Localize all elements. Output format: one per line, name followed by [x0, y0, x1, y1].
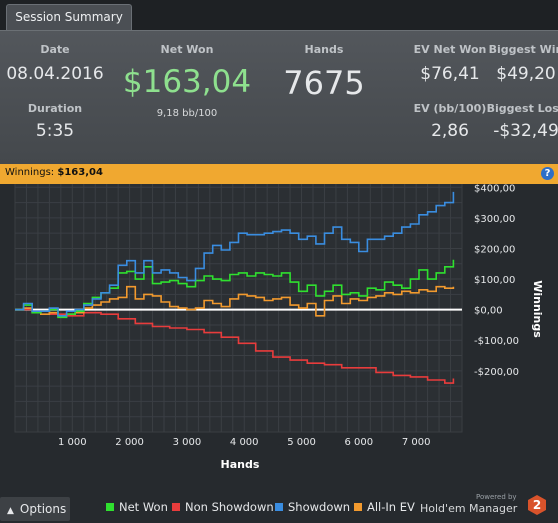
net-won-label: Net Won — [160, 43, 214, 56]
y-tick-label: $300,00 — [474, 214, 515, 225]
net-won-value: $163,04 — [122, 64, 252, 100]
series-line-all-in-ev — [15, 285, 455, 317]
legend-showdown[interactable]: Showdown — [275, 500, 350, 514]
y-tick-label: -$100,00 — [474, 336, 519, 347]
ev-bb-label: EV (bb/100) — [413, 102, 487, 115]
x-tick-label: 1 000 — [58, 437, 87, 448]
legend-non-showdown[interactable]: Non Showdown — [172, 500, 274, 514]
ev-bb-value: 2,86 — [431, 121, 469, 141]
duration-value: 5:35 — [35, 121, 75, 141]
x-tick-label: 3 000 — [173, 437, 202, 448]
winnings-chart: $400,00 $300,00 $200,00 $100,00 $0,00 -$100,0… — [0, 171, 558, 494]
legend-net-won[interactable]: Net Won — [106, 500, 168, 514]
biggest-win-label: Biggest Win — [488, 43, 558, 56]
biggest-loss-label: Biggest Loss — [486, 102, 558, 115]
y-tick-label: -$200,00 — [474, 367, 519, 378]
biggest-loss-value: -$32,49 — [493, 121, 558, 141]
tab-session-summary[interactable]: Session Summary — [6, 4, 132, 31]
x-tick-label: 5 000 — [287, 437, 316, 448]
hands-label: Hands — [304, 43, 344, 56]
ev-net-won-label: EV Net Won — [413, 43, 487, 56]
y-tick-labels: $400,00 $300,00 $200,00 $100,00 $0,00 -$100,0… — [474, 183, 519, 378]
bottom-bar: ▲ Options Net Won Non Showdown Showdown A… — [0, 493, 558, 522]
session-summary-panel: Date 08.04.2016 Duration 5:35 Net Won $1… — [0, 30, 558, 165]
winnings-bar: Winnings: $163,04 ? — [0, 164, 558, 184]
chart-lines — [15, 191, 455, 384]
series-line-showdown — [15, 191, 455, 317]
y-axis-label: Winnings — [531, 280, 544, 338]
chevron-up-icon: ▲ — [7, 506, 14, 516]
legend-all-in-ev[interactable]: All-In EV — [354, 500, 415, 514]
showdown-swatch — [275, 503, 283, 511]
x-tick-label: 4 000 — [230, 437, 259, 448]
brand-number: 2 — [532, 498, 542, 512]
y-tick-label: $400,00 — [474, 184, 515, 194]
winnings-text: Winnings: $163,04 — [5, 167, 103, 178]
biggest-win-value: $49,20 — [496, 64, 556, 84]
duration-label: Duration — [27, 102, 83, 115]
date-value: 08.04.2016 — [6, 64, 104, 84]
x-axis-label: Hands — [221, 458, 260, 471]
all-in-ev-swatch — [354, 503, 362, 511]
legend-all-in-ev-label: All-In EV — [367, 500, 415, 514]
legend-non-showdown-label: Non Showdown — [185, 500, 274, 514]
date-label: Date — [40, 43, 70, 56]
legend-showdown-label: Showdown — [288, 500, 351, 514]
winnings-chart-svg: $400,00 $300,00 $200,00 $100,00 $0,00 -$100,0… — [14, 171, 544, 471]
series-line-non-showdown — [15, 308, 455, 384]
ev-net-won-value: $76,41 — [420, 64, 480, 84]
powered-by-label: Powered by — [476, 493, 517, 501]
x-tick-label: 2 000 — [115, 437, 144, 448]
x-tick-label: 7 000 — [402, 437, 431, 448]
options-label: Options — [19, 502, 67, 516]
y-tick-label: $100,00 — [474, 275, 515, 286]
x-tick-labels: 1 000 2 000 3 000 4 000 5 000 6 000 7 000 — [58, 437, 430, 448]
net-won-swatch — [106, 503, 114, 511]
plot-area — [14, 171, 463, 433]
winnings-label: Winnings: — [5, 167, 55, 178]
options-button[interactable]: ▲ Options — [0, 497, 70, 521]
hem2-brand: Powered by Hold'em Manager 2 — [420, 493, 554, 520]
hem2-logo-icon — [528, 495, 546, 515]
y-tick-label: $0,00 — [474, 306, 503, 317]
chart-grid — [15, 172, 462, 432]
non-showdown-swatch — [172, 503, 180, 511]
y-tick-label: $200,00 — [474, 244, 515, 255]
hands-value: 7675 — [283, 64, 365, 102]
legend-net-won-label: Net Won — [119, 500, 168, 514]
winnings-value: $163,04 — [57, 167, 103, 178]
net-won-bb: 9,18 bb/100 — [156, 108, 218, 119]
tab-bar: Session Summary — [0, 0, 558, 31]
x-tick-label: 6 000 — [345, 437, 374, 448]
help-icon[interactable]: ? — [541, 167, 554, 180]
brand-name: Hold'em Manager — [420, 502, 518, 515]
